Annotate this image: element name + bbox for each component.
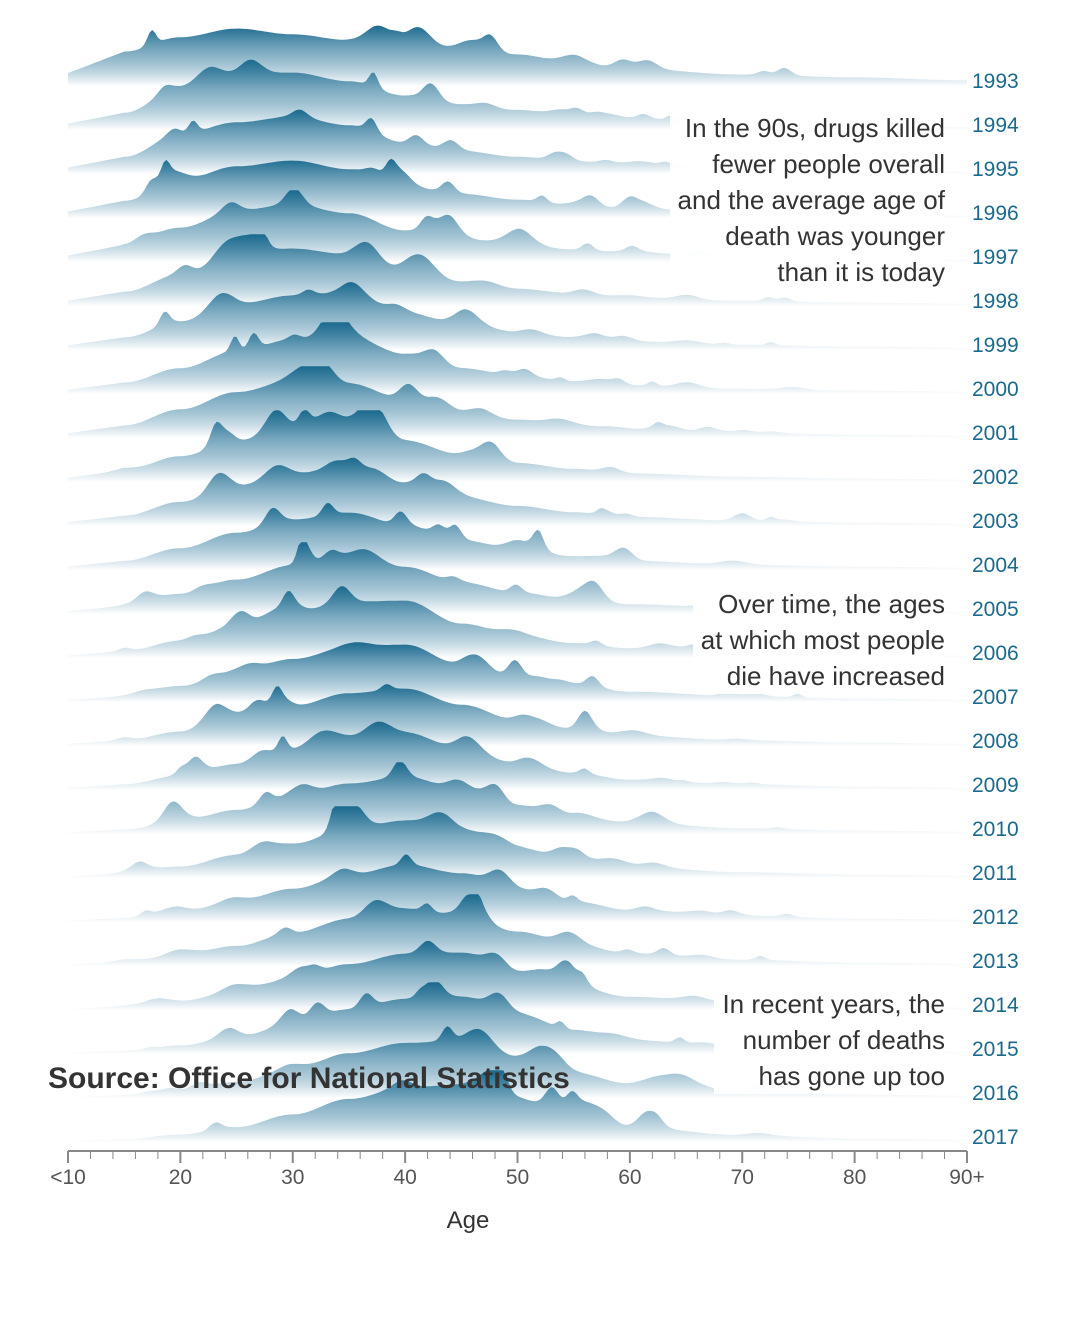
tick-label: 40 — [393, 1166, 416, 1189]
ridge-2017 — [68, 1070, 967, 1142]
year-labels-group: 1993 1994 1995 1996 1997 1998 1999 2000 2001 2002… — [972, 70, 1019, 1149]
year-label-1997: 1997 — [972, 246, 1019, 269]
year-label-2010: 2010 — [972, 818, 1019, 841]
annotation-line: and the average age of — [677, 185, 945, 215]
x-axis-ticks — [67, 1151, 968, 1163]
ridge-2015 — [68, 982, 967, 1054]
year-label-2002: 2002 — [972, 466, 1019, 489]
ridge-2004 — [68, 503, 967, 570]
tick-label: 80 — [843, 1166, 866, 1189]
ridgeline-chart: 1993 1994 1995 1996 1997 1998 1999 2000 2001 2002… — [50, 25, 1019, 1234]
ridge-2013 — [68, 894, 967, 966]
year-label-2007: 2007 — [972, 686, 1019, 709]
annotation-line: In the 90s, drugs killed — [684, 113, 945, 143]
year-label-2009: 2009 — [972, 774, 1019, 797]
year-label-1998: 1998 — [972, 290, 1019, 313]
ridge-2008 — [68, 684, 967, 746]
ridge-2010 — [68, 762, 967, 834]
ridge-1999 — [68, 282, 967, 350]
year-label-1996: 1996 — [972, 202, 1019, 225]
ridge-2007 — [68, 642, 967, 702]
annotation-90s: In the 90s, drugs killed fewer people ov… — [669, 110, 945, 290]
year-label-2011: 2011 — [972, 862, 1017, 885]
year-label-2016: 2016 — [972, 1082, 1019, 1105]
year-label-2012: 2012 — [972, 906, 1019, 929]
annotation-line: In recent years, the — [722, 989, 945, 1019]
ridge-2009 — [68, 721, 967, 790]
annotation-over-time: Over time, the ages at which most people… — [692, 586, 945, 694]
x-axis: <10 20 30 40 50 60 70 80 90+ Age — [50, 1150, 985, 1234]
year-label-2000: 2000 — [972, 378, 1019, 401]
ridge-1997 — [68, 190, 967, 262]
annotation-line: number of deaths — [742, 1025, 945, 1055]
ridge-2011 — [68, 806, 967, 878]
year-label-2003: 2003 — [972, 510, 1019, 533]
year-label-2015: 2015 — [972, 1038, 1019, 1061]
ridge-2003 — [68, 457, 967, 526]
source-credit: Source: Office for National Statistics — [48, 1062, 570, 1095]
year-label-2004: 2004 — [972, 554, 1019, 577]
annotation-line: death was younger — [725, 221, 945, 251]
x-axis-title: Age — [447, 1207, 490, 1234]
tick-label: 30 — [281, 1166, 304, 1189]
year-label-2014: 2014 — [972, 994, 1019, 1017]
ridge-1998 — [68, 234, 967, 306]
annotation-line: fewer people overall — [712, 149, 945, 179]
tick-label: 60 — [618, 1166, 641, 1189]
ridge-2002 — [68, 410, 967, 482]
year-label-2017: 2017 — [972, 1126, 1019, 1149]
ridge-2014 — [68, 940, 967, 1010]
tick-label: 50 — [506, 1166, 529, 1189]
ridge-2016 — [68, 1026, 967, 1098]
year-label-1995: 1995 — [972, 158, 1019, 181]
annotation-line: Over time, the ages — [718, 589, 945, 619]
tick-label: 20 — [169, 1166, 192, 1189]
annotation-line: die have increased — [726, 661, 945, 691]
annotation-line: at which most people — [700, 625, 945, 655]
tick-label: <10 — [50, 1166, 86, 1189]
year-label-1999: 1999 — [972, 334, 1019, 357]
year-label-1994: 1994 — [972, 114, 1019, 137]
year-label-2013: 2013 — [972, 950, 1019, 973]
year-label-2006: 2006 — [972, 642, 1019, 665]
ridge-2006 — [68, 586, 967, 658]
ridges-group — [68, 25, 967, 1142]
tick-label: 90+ — [949, 1166, 985, 1189]
year-label-2008: 2008 — [972, 730, 1019, 753]
x-axis-tick-labels: <10 20 30 40 50 60 70 80 90+ — [50, 1166, 985, 1189]
year-label-2001: 2001 — [972, 422, 1019, 445]
year-label-1993: 1993 — [972, 70, 1019, 93]
annotation-line: than it is today — [777, 257, 945, 287]
ridge-2001 — [68, 366, 967, 438]
ridge-1995 — [68, 109, 967, 174]
annotation-line: has gone up too — [758, 1061, 946, 1091]
ridge-1993 — [68, 25, 967, 87]
year-label-2005: 2005 — [972, 598, 1019, 621]
annotation-recent-years: In recent years, the number of deaths ha… — [714, 986, 945, 1094]
ridge-2012 — [68, 854, 967, 922]
tick-label: 70 — [731, 1166, 754, 1189]
